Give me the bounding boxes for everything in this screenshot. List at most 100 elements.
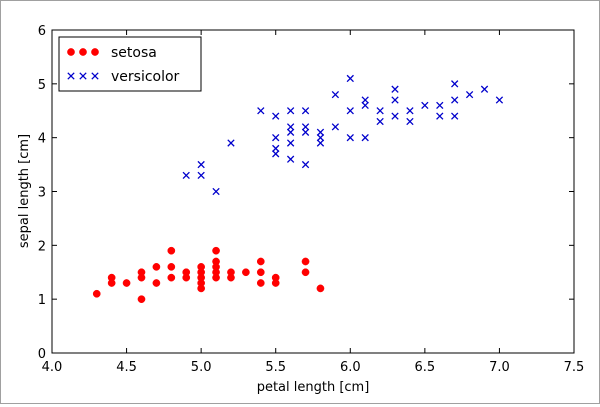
versicolor-point bbox=[346, 107, 354, 115]
data-points bbox=[92, 74, 504, 304]
versicolor-point bbox=[421, 101, 429, 110]
x-marker-stroke bbox=[421, 101, 429, 110]
series-versicolor bbox=[182, 74, 504, 196]
setosa-point bbox=[316, 284, 325, 293]
versicolor-point bbox=[197, 171, 205, 180]
x-marker-stroke bbox=[436, 101, 444, 110]
x-tick-labels: 4.0 4.5 5.0 5.5 6.0 6.5 7.0 7.5 bbox=[42, 360, 585, 375]
x-tick-label: 4.5 bbox=[116, 360, 137, 375]
y-tick-label: 6 bbox=[38, 24, 46, 39]
x-marker-stroke bbox=[406, 117, 414, 126]
x-tick-label: 5.0 bbox=[191, 360, 212, 375]
x-tick-label: 4.0 bbox=[42, 360, 63, 375]
setosa-point bbox=[301, 268, 310, 277]
x-marker-stroke bbox=[301, 160, 310, 169]
versicolor-point bbox=[451, 96, 459, 104]
versicolor-point bbox=[391, 96, 399, 104]
x-tick-label: 7.0 bbox=[489, 360, 510, 375]
setosa-point bbox=[137, 273, 146, 282]
x-marker-stroke bbox=[272, 150, 280, 158]
x-marker-stroke bbox=[286, 107, 295, 115]
x-marker-stroke bbox=[316, 139, 325, 147]
versicolor-point bbox=[286, 128, 295, 136]
x-marker-stroke bbox=[227, 139, 235, 147]
legend-versicolor-marker bbox=[67, 72, 75, 80]
x-marker-stroke bbox=[272, 144, 280, 153]
setosa-point bbox=[152, 263, 161, 271]
setosa-point bbox=[137, 295, 146, 304]
setosa-point bbox=[197, 284, 205, 293]
setosa-point bbox=[167, 273, 176, 282]
versicolor-point bbox=[406, 107, 414, 115]
versicolor-point bbox=[257, 107, 265, 115]
versicolor-point bbox=[346, 134, 354, 142]
x-marker-stroke bbox=[391, 96, 399, 104]
legend-versicolor-marker bbox=[91, 72, 99, 80]
x-marker-stroke bbox=[272, 112, 280, 120]
versicolor-point bbox=[286, 139, 295, 147]
versicolor-point bbox=[286, 155, 295, 163]
legend-marker-setosa bbox=[67, 48, 99, 56]
y-tick-label: 0 bbox=[38, 347, 46, 362]
legend-box bbox=[58, 36, 202, 92]
x-marker-stroke bbox=[331, 90, 340, 99]
x-axis-label: petal length [cm] bbox=[257, 380, 370, 395]
versicolor-point bbox=[391, 85, 399, 93]
legend: setosa versicolor bbox=[58, 36, 202, 92]
x-tick-label: 5.5 bbox=[265, 360, 286, 375]
x-marker-stroke bbox=[316, 134, 325, 142]
legend-versicolor-marker bbox=[79, 72, 87, 80]
x-marker-stroke bbox=[361, 134, 369, 142]
versicolor-point bbox=[346, 74, 354, 83]
setosa-point bbox=[256, 279, 265, 287]
versicolor-point bbox=[301, 123, 310, 131]
x-marker-stroke bbox=[376, 107, 384, 115]
x-marker-stroke bbox=[391, 112, 399, 120]
x-marker-stroke bbox=[495, 96, 504, 104]
x-marker-stroke bbox=[361, 96, 369, 104]
legend-setosa-marker bbox=[79, 48, 87, 56]
x-marker-stroke bbox=[286, 123, 295, 131]
x-marker-stroke bbox=[67, 72, 75, 80]
x-marker-stroke bbox=[465, 90, 474, 99]
versicolor-point bbox=[212, 187, 220, 196]
x-marker-stroke bbox=[301, 107, 310, 115]
x-tick-label: 7.5 bbox=[564, 360, 585, 375]
legend-setosa-marker bbox=[91, 48, 99, 56]
setosa-point bbox=[256, 257, 265, 266]
versicolor-point bbox=[197, 160, 205, 169]
versicolor-point bbox=[391, 112, 399, 120]
y-tick-label: 3 bbox=[38, 186, 46, 201]
x-marker-stroke bbox=[406, 107, 414, 115]
x-tick-label: 6.5 bbox=[415, 360, 436, 375]
setosa-point bbox=[212, 273, 220, 282]
versicolor-point bbox=[316, 139, 325, 147]
versicolor-point bbox=[272, 144, 280, 153]
setosa-point bbox=[122, 279, 131, 287]
versicolor-point bbox=[465, 90, 474, 99]
series-setosa bbox=[92, 246, 325, 304]
x-marker-stroke bbox=[436, 112, 444, 120]
versicolor-point bbox=[182, 171, 190, 180]
x-marker-stroke bbox=[257, 107, 265, 115]
versicolor-point bbox=[286, 123, 295, 131]
y-tick-label: 2 bbox=[38, 239, 46, 254]
setosa-point bbox=[152, 279, 161, 287]
versicolor-point bbox=[301, 160, 310, 169]
x-marker-stroke bbox=[451, 96, 459, 104]
x-marker-stroke bbox=[197, 171, 205, 180]
x-marker-stroke bbox=[286, 128, 295, 136]
setosa-point bbox=[92, 289, 101, 298]
x-marker-stroke bbox=[182, 171, 190, 180]
x-marker-stroke bbox=[346, 134, 354, 142]
versicolor-point bbox=[227, 139, 235, 147]
versicolor-point bbox=[361, 101, 369, 110]
versicolor-point bbox=[495, 96, 504, 104]
legend-marker-versicolor bbox=[67, 72, 99, 80]
versicolor-point bbox=[316, 134, 325, 142]
y-tick-label: 5 bbox=[38, 78, 46, 93]
x-marker-stroke bbox=[301, 123, 310, 131]
setosa-point bbox=[167, 246, 176, 255]
